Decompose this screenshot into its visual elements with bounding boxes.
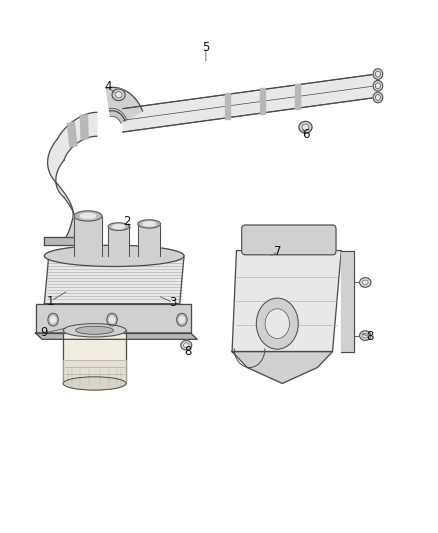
Polygon shape — [341, 251, 354, 352]
Ellipse shape — [373, 92, 383, 103]
Ellipse shape — [362, 280, 368, 285]
Ellipse shape — [138, 220, 160, 228]
Polygon shape — [63, 330, 126, 383]
Polygon shape — [74, 216, 102, 256]
Polygon shape — [225, 93, 230, 119]
Ellipse shape — [181, 341, 192, 350]
Circle shape — [177, 313, 187, 326]
Ellipse shape — [74, 211, 102, 221]
Ellipse shape — [360, 331, 371, 341]
Circle shape — [107, 313, 117, 326]
Circle shape — [179, 317, 184, 323]
Ellipse shape — [63, 377, 126, 390]
Ellipse shape — [108, 223, 129, 230]
Polygon shape — [44, 256, 184, 304]
Ellipse shape — [299, 122, 312, 133]
Circle shape — [110, 317, 115, 323]
Polygon shape — [123, 74, 376, 132]
Ellipse shape — [115, 92, 122, 98]
Ellipse shape — [375, 94, 381, 100]
Ellipse shape — [373, 80, 383, 91]
Polygon shape — [35, 333, 197, 340]
Text: 7: 7 — [274, 245, 282, 258]
Text: 6: 6 — [303, 128, 310, 141]
Ellipse shape — [112, 89, 125, 101]
Text: 8: 8 — [185, 345, 192, 358]
Ellipse shape — [113, 225, 124, 229]
Text: 2: 2 — [124, 215, 131, 228]
Polygon shape — [48, 139, 64, 197]
Circle shape — [48, 313, 58, 326]
Circle shape — [265, 309, 290, 338]
Polygon shape — [57, 184, 77, 228]
Polygon shape — [260, 88, 265, 114]
Text: 9: 9 — [41, 326, 48, 340]
Polygon shape — [57, 112, 97, 160]
Polygon shape — [64, 219, 77, 245]
Polygon shape — [63, 360, 126, 383]
Polygon shape — [138, 224, 160, 256]
Polygon shape — [35, 304, 191, 333]
Polygon shape — [108, 227, 129, 256]
Text: 1: 1 — [47, 295, 55, 308]
FancyBboxPatch shape — [242, 225, 336, 255]
Ellipse shape — [184, 343, 189, 348]
Ellipse shape — [375, 83, 381, 88]
Polygon shape — [232, 251, 341, 352]
Circle shape — [256, 298, 298, 349]
Ellipse shape — [44, 245, 184, 266]
Polygon shape — [44, 237, 92, 245]
Ellipse shape — [375, 71, 381, 77]
Text: 8: 8 — [366, 330, 373, 343]
Ellipse shape — [373, 69, 383, 79]
Text: 3: 3 — [170, 296, 177, 309]
Ellipse shape — [362, 333, 368, 338]
Polygon shape — [106, 87, 142, 121]
Ellipse shape — [76, 326, 113, 334]
Ellipse shape — [63, 324, 126, 337]
Circle shape — [50, 317, 56, 323]
Polygon shape — [81, 115, 88, 139]
Text: 4: 4 — [104, 80, 111, 93]
Ellipse shape — [302, 124, 309, 131]
Ellipse shape — [80, 213, 95, 219]
Polygon shape — [109, 108, 127, 123]
Ellipse shape — [143, 222, 155, 226]
Ellipse shape — [360, 278, 371, 287]
Polygon shape — [67, 123, 77, 147]
Polygon shape — [295, 84, 300, 109]
Polygon shape — [232, 352, 332, 383]
Text: 5: 5 — [202, 41, 210, 54]
